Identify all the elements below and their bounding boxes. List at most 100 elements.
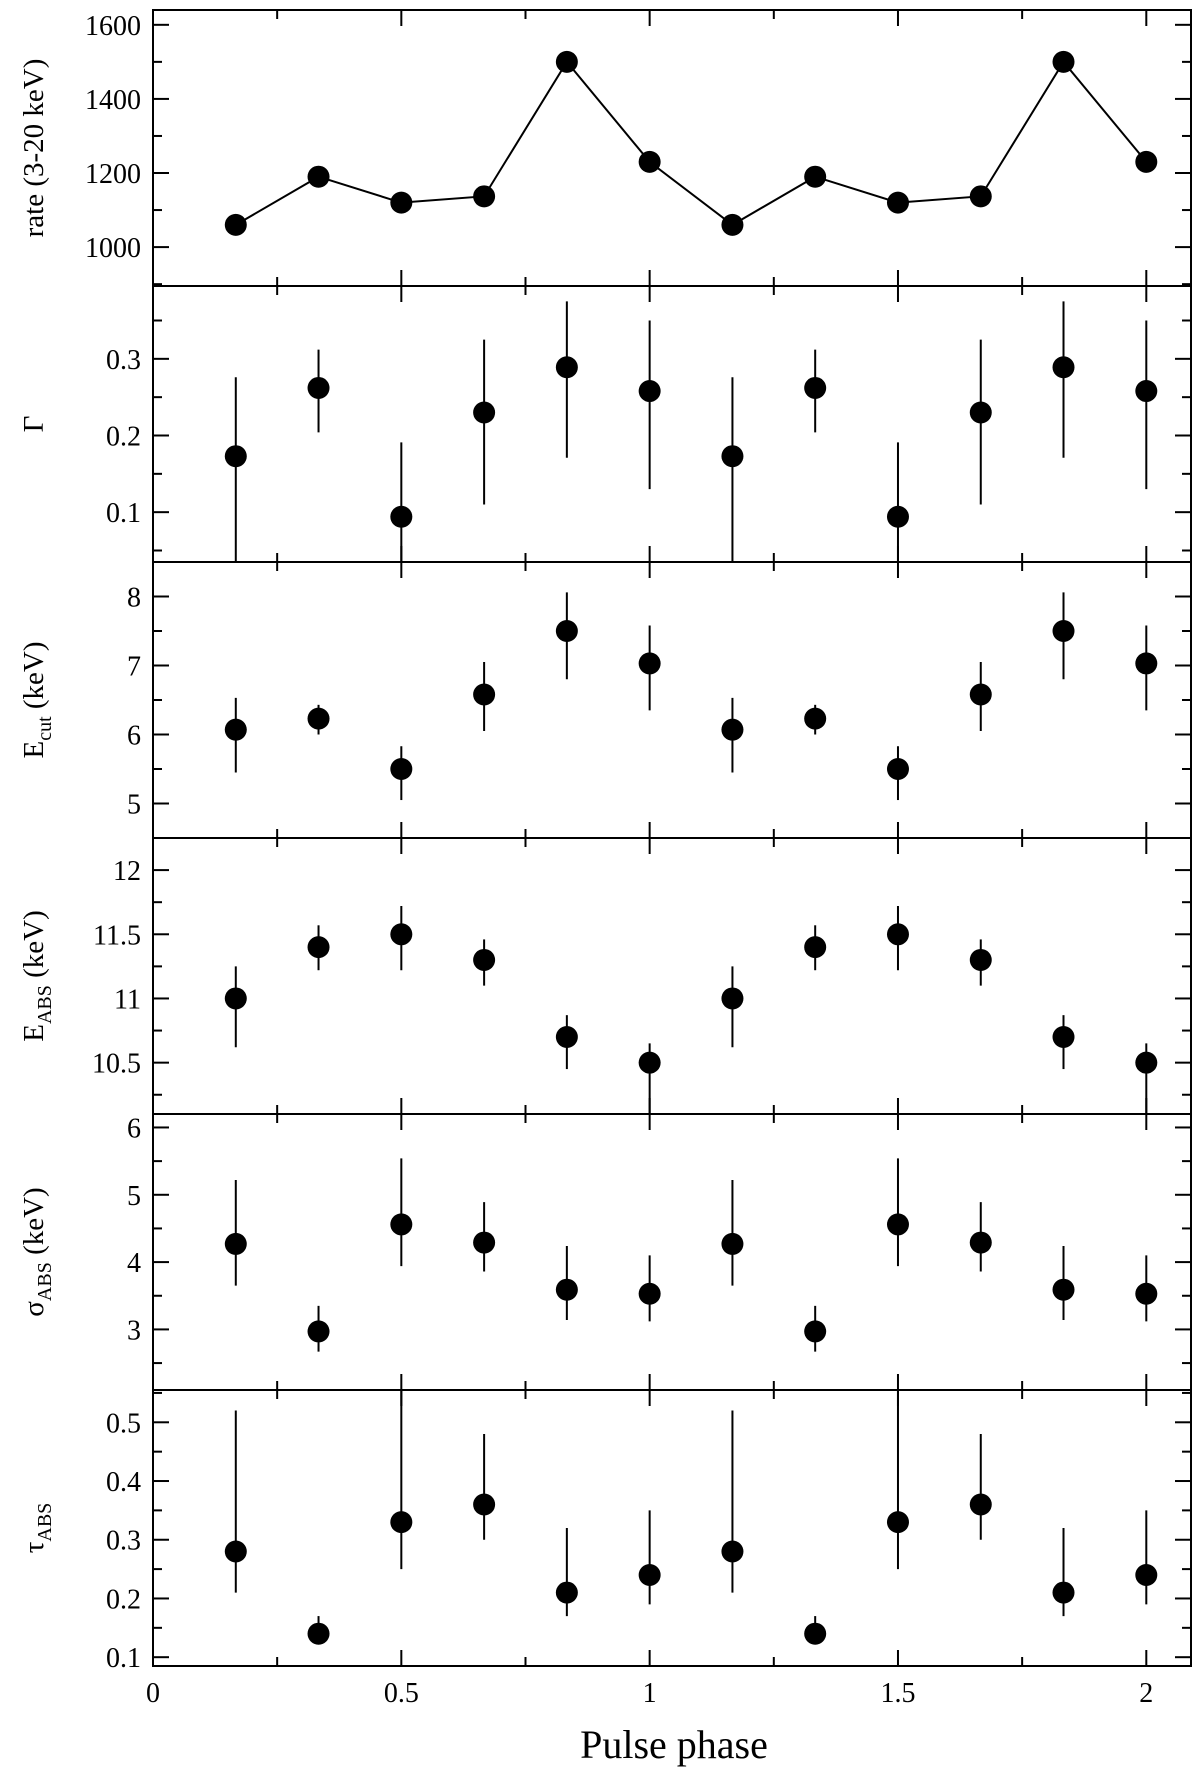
data-point — [473, 185, 496, 208]
y-tick-label: 6 — [127, 1113, 141, 1144]
data-point — [473, 683, 496, 706]
data-point — [1052, 1025, 1075, 1048]
data-point — [1052, 620, 1075, 642]
x-tick-label: 1.5 — [880, 1678, 915, 1709]
y-tick-label: 1600 — [85, 11, 141, 42]
data-point — [307, 1320, 330, 1343]
data-point — [1052, 1581, 1075, 1604]
series-sigma — [224, 1158, 1158, 1352]
data-point — [886, 505, 909, 528]
panel-ecut: 5 6 7 8 Ecut (keV) — [18, 561, 1192, 839]
x-axis: 0 0.5 1 1.5 2 — [146, 1678, 1153, 1709]
y-tick-label: 0.1 — [106, 498, 141, 529]
data-point — [804, 165, 827, 188]
data-point — [1052, 1278, 1075, 1301]
data-point — [390, 191, 413, 214]
data-point — [390, 1511, 413, 1534]
data-point — [969, 1231, 992, 1254]
y-axis-label: rate (3-20 keV) — [18, 59, 50, 238]
data-point — [390, 758, 413, 780]
y-tick-label: 1000 — [85, 233, 141, 264]
data-point — [390, 923, 413, 946]
y-axis-label: EABS (keV) — [18, 910, 56, 1042]
y-tick-label: 1200 — [85, 159, 141, 190]
data-point — [555, 356, 578, 379]
data-point — [886, 758, 909, 780]
panel-tau: 0.1 0.2 0.3 0.4 0.5 τABS — [18, 1389, 1192, 1674]
panel-frame — [152, 1113, 1192, 1391]
data-point — [224, 1540, 247, 1563]
data-point — [638, 652, 661, 675]
data-point — [224, 445, 247, 468]
data-point — [804, 1320, 827, 1343]
data-point — [473, 948, 496, 971]
data-point — [1135, 150, 1158, 173]
panel-frame — [152, 837, 1192, 1115]
panel-eabs: 10.5 11 11.5 12 EABS (keV) — [18, 837, 1192, 1115]
series-gamma — [224, 301, 1158, 562]
data-point — [224, 987, 247, 1010]
data-point — [555, 1581, 578, 1604]
data-point — [804, 936, 827, 959]
data-point — [1052, 356, 1075, 379]
data-point — [886, 191, 909, 214]
y-tick-label: 7 — [127, 652, 141, 683]
x-tick-label: 0.5 — [384, 1678, 419, 1709]
data-point — [307, 936, 330, 959]
y-tick-label: 0.5 — [106, 1408, 141, 1439]
series-tau — [224, 1390, 1158, 1645]
series-line — [235, 60, 1148, 227]
x-tick-label: 0 — [146, 1678, 160, 1709]
data-point — [1135, 1282, 1158, 1305]
y-tick-label: 8 — [127, 583, 141, 614]
y-tick-label: 0.4 — [106, 1467, 141, 1498]
data-point — [721, 1540, 744, 1563]
y-tick-label: 10.5 — [92, 1049, 141, 1080]
x-axis-title: Pulse phase — [580, 1722, 768, 1767]
panel-gamma: 0.1 0.2 0.3 Γ — [18, 285, 1192, 563]
panel-sigma: 3 4 5 6 σABS (keV) — [18, 1113, 1192, 1391]
y-tick-label: 1400 — [85, 85, 141, 116]
data-point — [473, 1231, 496, 1254]
y-axis-label: σABS (keV) — [18, 1187, 56, 1316]
data-point — [555, 1025, 578, 1048]
panels: 1000 1200 1400 1600 rate (3-20 keV) 0.1 0.2 0.3… — [18, 9, 1192, 1674]
data-point — [473, 1493, 496, 1516]
data-point — [1135, 1051, 1158, 1074]
panel-frame — [152, 9, 1192, 287]
data-point — [721, 445, 744, 468]
data-point — [969, 1493, 992, 1516]
data-point — [390, 1213, 413, 1236]
panel-frame — [152, 561, 1192, 839]
series-rate — [224, 50, 1158, 236]
y-tick-label: 6 — [127, 721, 141, 752]
data-point — [555, 50, 578, 73]
y-tick-label: 11 — [114, 984, 141, 1015]
data-point — [721, 213, 744, 236]
data-point — [307, 707, 330, 730]
data-point — [969, 683, 992, 706]
y-tick-label: 0.3 — [106, 345, 141, 376]
y-tick-label: 3 — [127, 1315, 141, 1346]
y-tick-label: 11.5 — [93, 920, 141, 951]
panel-frame — [152, 1389, 1192, 1667]
y-tick-label: 12 — [113, 856, 141, 887]
data-point — [638, 1282, 661, 1305]
x-tick-label: 1 — [643, 1678, 657, 1709]
data-point — [638, 150, 661, 173]
data-point — [224, 213, 247, 236]
data-point — [307, 165, 330, 188]
panel-frame — [152, 285, 1192, 563]
data-point — [969, 185, 992, 208]
data-point — [804, 1622, 827, 1645]
data-point — [721, 718, 744, 741]
series-eabs — [224, 906, 1158, 1114]
x-tick-label: 2 — [1139, 1678, 1153, 1709]
y-tick-label: 4 — [127, 1248, 141, 1279]
data-point — [804, 707, 827, 730]
y-tick-label: 0.1 — [106, 1643, 141, 1674]
data-point — [1135, 652, 1158, 675]
data-point — [886, 1511, 909, 1534]
y-tick-label: 0.2 — [106, 422, 141, 453]
